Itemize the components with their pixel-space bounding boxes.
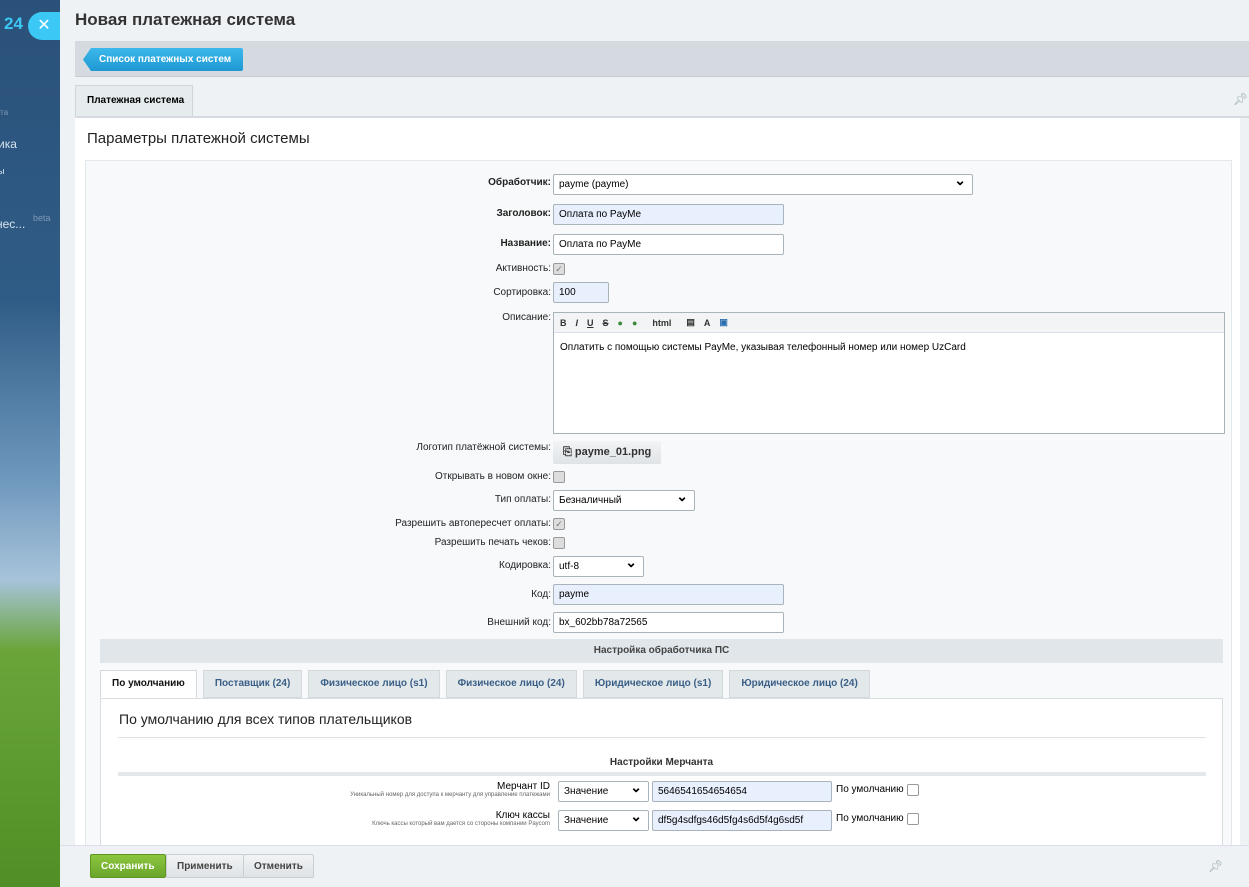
description-editor[interactable]: B I U S ● ● html ▤ A ▣ Оплатить с помощь… xyxy=(553,312,1225,434)
handler-select[interactable]: payme (payme) xyxy=(553,171,973,195)
payment-system-form: Обработчик: payme (payme) Заголовок: Опл… xyxy=(85,160,1232,858)
sidebar-item[interactable]: ета xyxy=(0,108,9,117)
unlink-icon[interactable]: ● xyxy=(631,317,638,328)
paste-icon[interactable]: ▤ xyxy=(686,317,695,327)
cancel-button[interactable]: Отменить xyxy=(243,854,314,878)
description-label: Описание: xyxy=(502,312,551,323)
save-button[interactable]: Сохранить xyxy=(90,854,166,878)
tab-payment-system[interactable]: Платежная система xyxy=(75,85,193,117)
merchant-section-title: Настройки Мерчанта xyxy=(609,757,714,768)
content-area: Параметры платежной системы Обработчик: … xyxy=(75,118,1240,858)
strike-button[interactable]: S xyxy=(602,317,609,328)
tab-supplier-24[interactable]: Поставщик (24) xyxy=(202,670,303,698)
ext-code-label: Внешний код: xyxy=(487,617,551,628)
tab-heading: По умолчанию для всех типов плательщиков xyxy=(119,711,413,727)
pin-icon[interactable]: 📌︎ xyxy=(1233,92,1249,106)
tab-individual-s1[interactable]: Физическое лицо (s1) xyxy=(308,670,440,698)
logo-file-button[interactable]: ⎘ payme_01.png xyxy=(553,441,662,464)
merchant-id-input[interactable]: 5646541654654654 xyxy=(652,781,832,802)
autorecalc-checkbox[interactable]: ✓ xyxy=(553,518,565,530)
encoding-label: Кодировка: xyxy=(499,560,551,571)
ext-code-input[interactable]: bx_602bb78a72565 xyxy=(553,612,784,633)
payer-type-tabs: По умолчанию Поставщик (24) Физическое л… xyxy=(100,670,870,698)
tab-default[interactable]: По умолчанию xyxy=(100,670,197,698)
cash-key-label: Ключ кассы Ключь кассы который вам дается… xyxy=(372,810,550,827)
toolbar: Список платежных систем xyxy=(75,41,1249,77)
tab-legal-24[interactable]: Юридическое лицо (24) xyxy=(729,670,870,698)
heading-label: Заголовок: xyxy=(496,208,551,219)
pay-type-select[interactable]: Безналичный xyxy=(553,487,695,511)
encoding-select[interactable]: utf-8 xyxy=(553,553,644,577)
pay-type-label: Тип оплаты: xyxy=(494,494,551,505)
active-checkbox[interactable]: ✓ xyxy=(553,263,565,275)
font-icon[interactable]: A xyxy=(703,317,711,328)
code-label: Код: xyxy=(531,589,551,600)
html-button[interactable]: html xyxy=(652,317,672,328)
handler-label: Обработчик: xyxy=(488,177,551,188)
editor-toolbar: B I U S ● ● html ▤ A ▣ xyxy=(554,313,1224,333)
heading-input[interactable]: Оплата по PayMe xyxy=(553,204,784,225)
merchant-id-default-checkbox[interactable] xyxy=(907,784,919,796)
active-label: Активность: xyxy=(495,263,551,274)
merchant-id-type-select[interactable]: Значение xyxy=(558,778,649,802)
code-input[interactable]: payme xyxy=(553,584,784,605)
tab-body: По умолчанию для всех типов плательщиков… xyxy=(100,698,1223,858)
divider xyxy=(118,737,1206,738)
link-icon[interactable]: ● xyxy=(617,317,623,328)
new-window-checkbox[interactable] xyxy=(553,471,565,483)
close-icon: ✕ xyxy=(37,17,51,34)
merchant-id-default-label: По умолчанию xyxy=(836,784,904,795)
print-checkbox[interactable] xyxy=(553,537,565,549)
image-icon[interactable]: ▣ xyxy=(719,317,728,327)
sort-input[interactable]: 100 xyxy=(553,282,609,303)
page-title: Новая платежная система xyxy=(75,10,296,29)
print-label: Разрешить печать чеков: xyxy=(434,537,551,548)
tab-individual-24[interactable]: Физическое лицо (24) xyxy=(445,670,577,698)
italic-button[interactable]: I xyxy=(575,317,579,328)
logo-label: Логотип платёжной системы: xyxy=(416,442,551,453)
cash-key-default-label: По умолчанию xyxy=(836,813,904,824)
background-sidebar: 24 ета ика ы нес... beta xyxy=(0,0,60,887)
tab-divider xyxy=(75,116,1249,118)
underline-button[interactable]: U xyxy=(587,317,594,328)
bold-button[interactable]: B xyxy=(560,317,567,328)
autorecalc-label: Разрешить автопересчет оплаты: xyxy=(395,518,551,529)
cash-key-input[interactable]: df5g4sdfgs46d5fg4s6d5f4g6sd5f xyxy=(652,810,832,831)
sort-label: Сортировка: xyxy=(493,287,551,298)
logo-file-name: payme_01.png xyxy=(574,446,652,458)
cash-key-default-checkbox[interactable] xyxy=(907,813,919,825)
sidebar-item[interactable]: ы xyxy=(0,166,5,176)
section-title: Параметры платежной системы xyxy=(87,130,310,147)
merchant-id-label: Мерчант ID Уникальный номер для доступа к… xyxy=(350,781,550,798)
sidebar-item[interactable]: нес... xyxy=(0,217,26,231)
pin-icon[interactable]: 📌︎ xyxy=(1208,859,1224,873)
slider-panel: Новая платежная система Список платежных… xyxy=(60,0,1249,887)
description-text[interactable]: Оплатить с помощью системы PayMe, указыв… xyxy=(560,342,966,353)
cash-key-type-select[interactable]: Значение xyxy=(558,807,649,831)
new-window-label: Открывать в новом окне: xyxy=(435,471,551,482)
paperclip-icon: ⎘ xyxy=(563,446,575,458)
close-slider-button[interactable]: ✕ xyxy=(28,12,60,40)
beta-badge: beta xyxy=(33,213,51,223)
name-label: Название: xyxy=(500,238,551,249)
logo-fragment: 24 xyxy=(4,14,23,33)
tab-legal-s1[interactable]: Юридическое лицо (s1) xyxy=(582,670,724,698)
divider xyxy=(118,772,1206,776)
bottom-button-bar: Сохранить Применить Отменить 📌︎ xyxy=(60,845,1249,887)
handler-settings-header: Настройка обработчика ПС xyxy=(100,639,1223,663)
sidebar-item[interactable]: ика xyxy=(0,137,17,151)
name-input[interactable]: Оплата по PayMe xyxy=(553,234,784,255)
apply-button[interactable]: Применить xyxy=(166,854,244,878)
payment-systems-list-button[interactable]: Список платежных систем xyxy=(83,48,244,71)
